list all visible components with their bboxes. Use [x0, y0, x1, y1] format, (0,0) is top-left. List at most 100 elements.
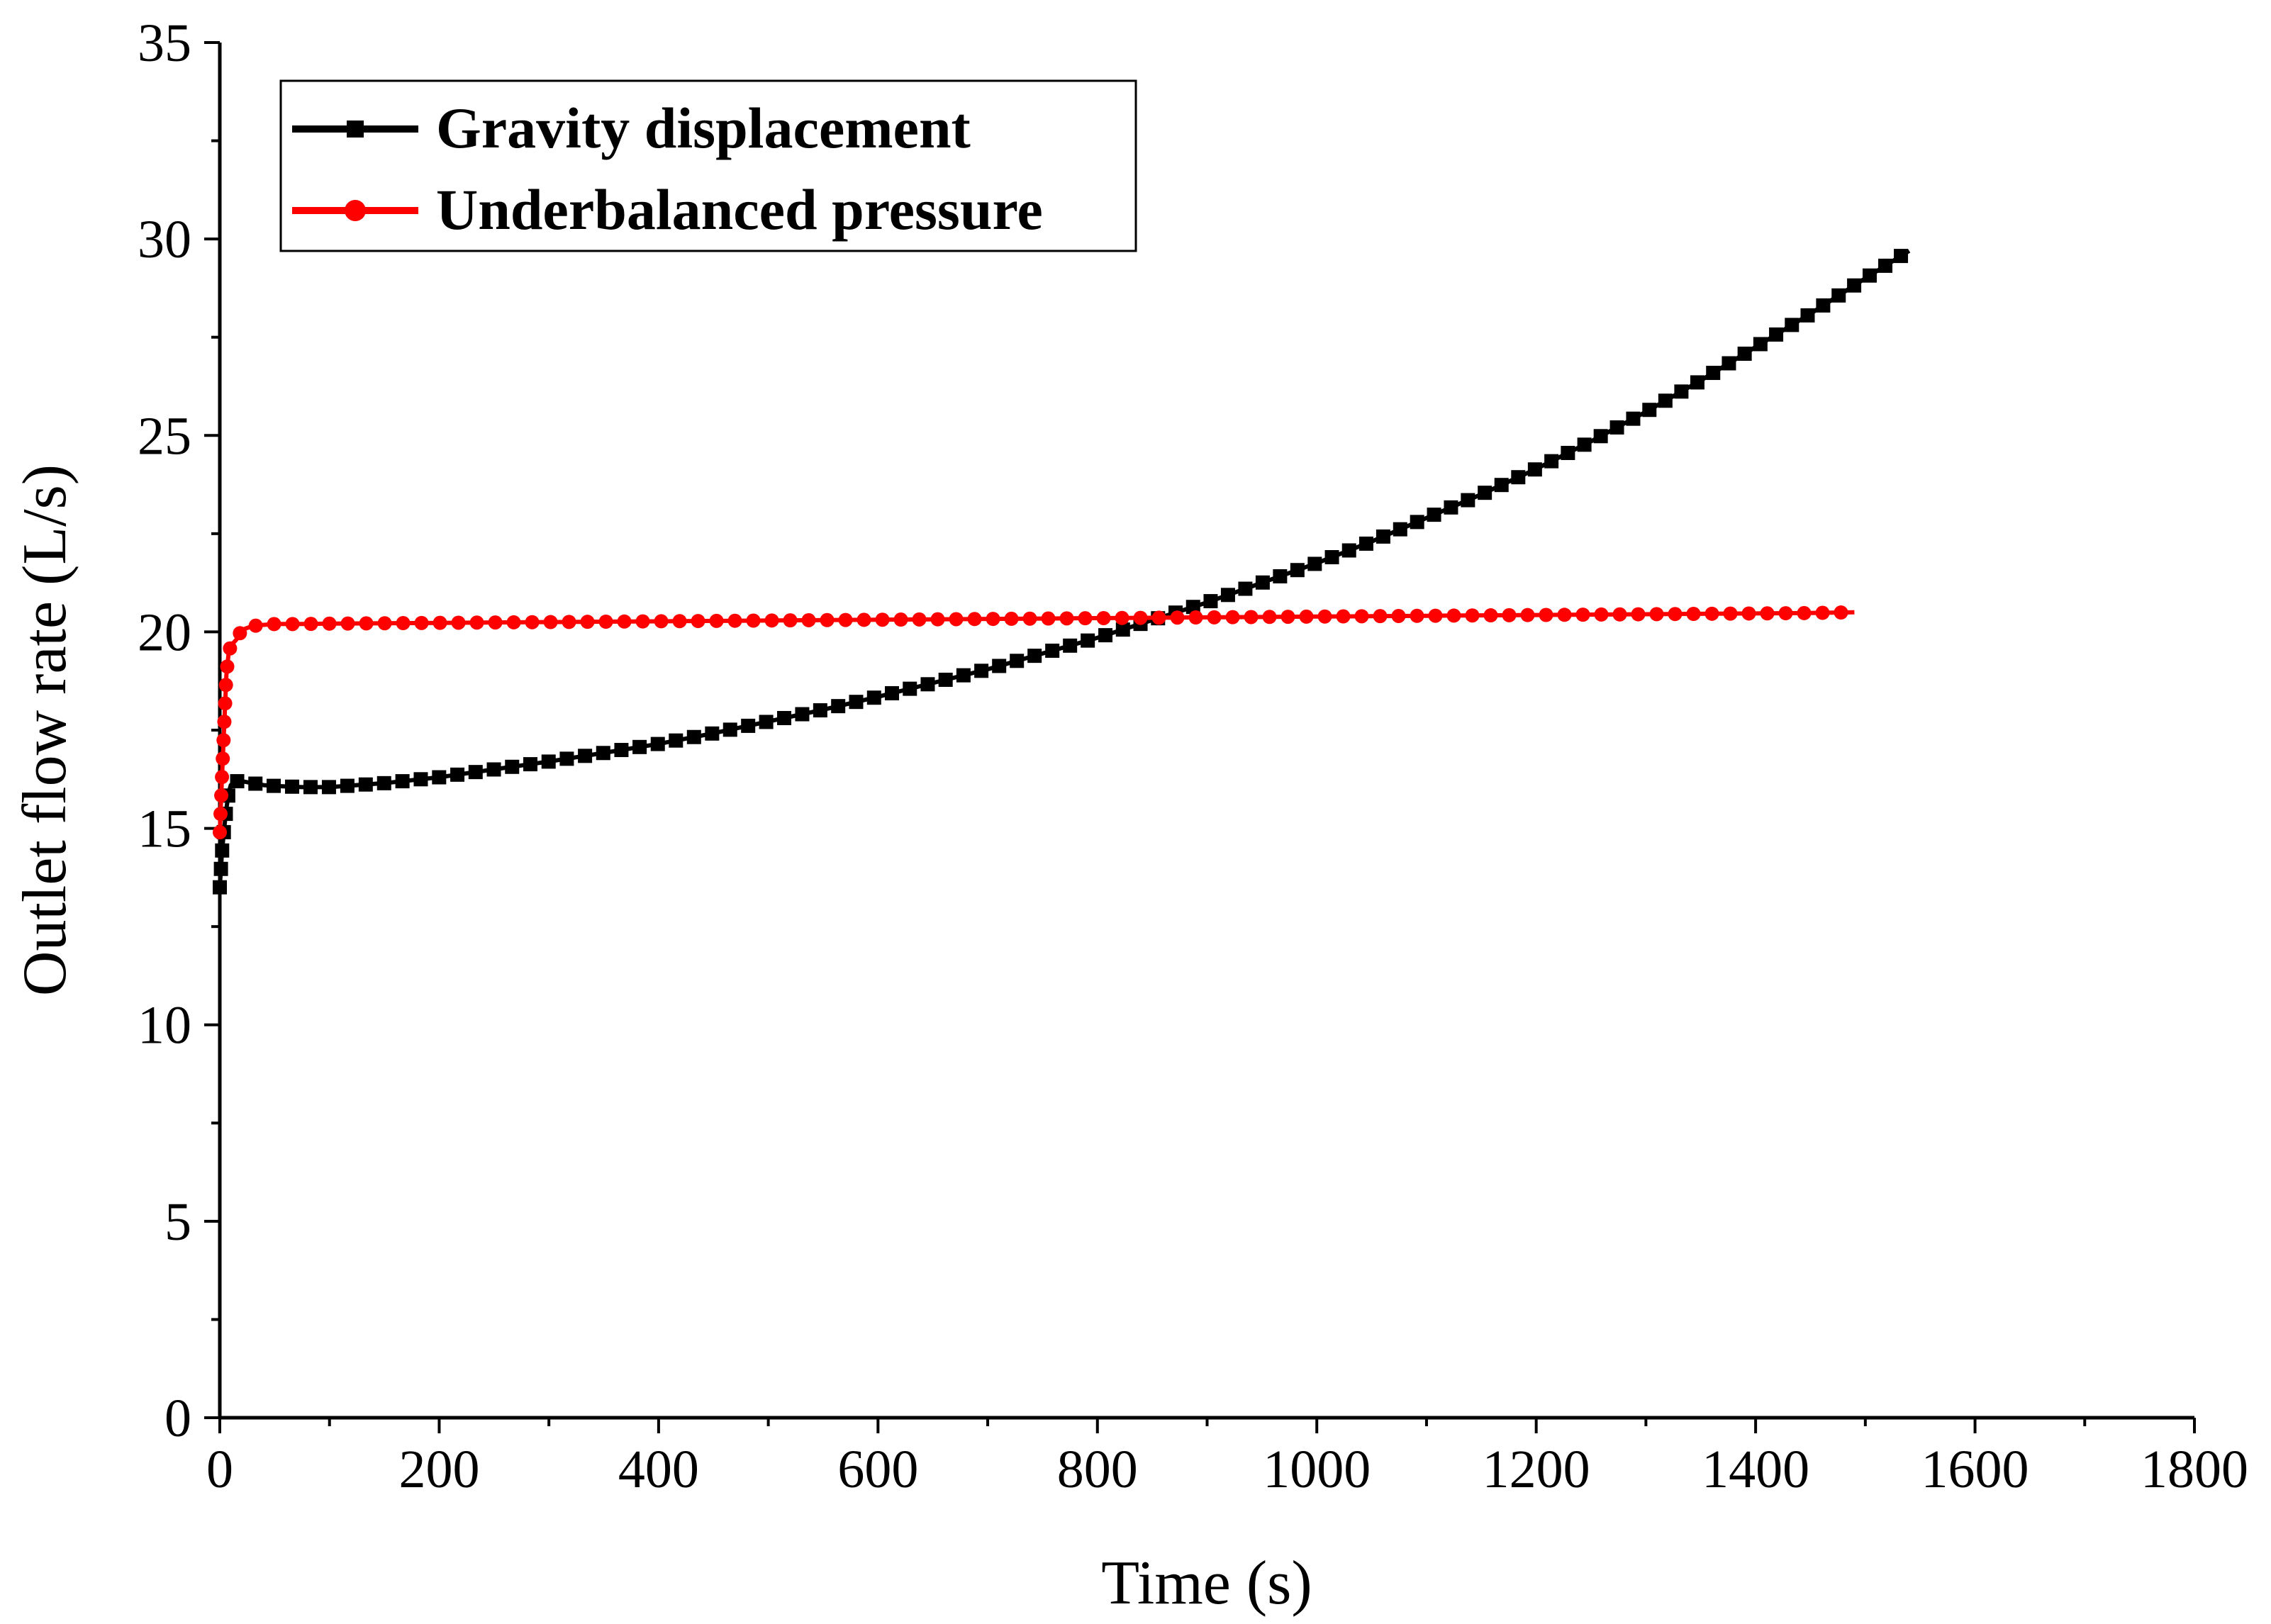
data-point	[433, 615, 447, 630]
data-point	[230, 774, 245, 789]
data-point	[866, 690, 881, 705]
data-point	[1815, 605, 1830, 620]
data-point	[1478, 486, 1492, 500]
data-point	[1816, 298, 1831, 313]
data-point	[1539, 607, 1553, 622]
data-point	[783, 613, 798, 628]
data-point	[1391, 608, 1406, 623]
data-point	[213, 880, 227, 895]
data-point	[1527, 462, 1542, 477]
x-tick-label: 1000	[1263, 1440, 1371, 1499]
y-tick-label: 5	[164, 1192, 191, 1252]
y-tick-label: 0	[164, 1389, 191, 1448]
data-point	[691, 614, 705, 629]
data-point	[746, 613, 761, 628]
data-point	[1273, 569, 1288, 584]
data-point	[284, 779, 299, 794]
data-point	[1188, 610, 1203, 625]
data-point	[303, 617, 318, 632]
data-point	[488, 615, 503, 630]
data-point	[1741, 606, 1756, 621]
data-point	[1078, 611, 1093, 626]
data-point	[450, 767, 465, 782]
legend: Gravity displacement Underbalanced press…	[279, 79, 1137, 252]
data-point	[1203, 594, 1218, 609]
data-point	[266, 778, 281, 793]
legend-box	[279, 79, 1137, 252]
data-point	[1511, 470, 1526, 485]
legend-label-underbalanced: Underbalanced pressure	[436, 177, 1043, 242]
data-point	[1255, 575, 1270, 590]
legend-marker-underbalanced	[345, 200, 366, 221]
data-point	[614, 743, 629, 758]
data-point	[216, 751, 230, 766]
data-point	[709, 613, 724, 628]
data-point	[223, 641, 238, 656]
data-point	[831, 699, 846, 714]
data-point	[215, 770, 230, 785]
data-point	[1894, 249, 1909, 264]
data-point	[1410, 608, 1424, 623]
y-ticks: 0 5 10 15 20 25 30 35	[138, 13, 220, 1448]
data-point	[1658, 393, 1673, 408]
data-point	[505, 759, 520, 774]
data-point	[215, 843, 230, 858]
data-point	[469, 615, 484, 630]
data-point	[1465, 608, 1480, 623]
data-point	[956, 668, 971, 683]
data-point	[213, 807, 228, 822]
data-point	[903, 681, 917, 696]
data-point	[650, 737, 665, 751]
data-point	[617, 614, 632, 629]
data-point	[1797, 605, 1812, 620]
data-point	[1207, 610, 1222, 625]
x-tick-label: 0	[206, 1440, 233, 1499]
data-point	[377, 616, 392, 631]
data-point	[1170, 610, 1185, 625]
y-tick-label: 35	[138, 13, 191, 73]
data-point	[654, 614, 669, 629]
data-point	[986, 612, 1000, 627]
data-point	[1800, 308, 1815, 323]
data-point	[216, 733, 231, 748]
data-point	[1446, 608, 1461, 623]
data-point	[992, 659, 1007, 673]
data-point	[1244, 610, 1259, 625]
data-point	[525, 615, 540, 629]
x-tick-label: 800	[1057, 1440, 1138, 1499]
data-point	[1280, 610, 1295, 625]
x-tick-label: 1800	[2141, 1440, 2248, 1499]
data-point	[559, 751, 574, 766]
data-point	[1575, 607, 1590, 622]
data-point	[1428, 608, 1443, 623]
data-point	[358, 777, 373, 792]
data-point	[562, 615, 576, 629]
data-point	[1831, 288, 1846, 303]
data-point	[248, 618, 263, 633]
data-point	[820, 612, 835, 627]
x-axis-title: Time (s)	[1101, 1549, 1312, 1618]
data-point	[523, 757, 538, 772]
x-tick-label: 1400	[1702, 1440, 1809, 1499]
data-point	[801, 612, 816, 627]
legend-entry-underbalanced: Underbalanced pressure	[292, 177, 1043, 242]
data-point	[596, 746, 610, 761]
data-point	[974, 663, 989, 678]
data-point	[727, 613, 742, 628]
data-point	[1324, 550, 1339, 565]
data-point	[1115, 610, 1129, 625]
data-point	[1354, 609, 1369, 624]
data-point	[220, 659, 235, 674]
data-point	[1878, 258, 1893, 273]
data-point	[1081, 633, 1095, 648]
data-point	[541, 754, 556, 769]
data-point	[1336, 609, 1351, 624]
data-point	[432, 770, 447, 785]
legend-marker-gravity	[347, 121, 364, 138]
y-tick-label: 25	[138, 406, 191, 466]
data-point	[1063, 638, 1078, 653]
data-point	[722, 722, 737, 737]
legend-label-gravity: Gravity displacement	[436, 96, 971, 160]
y-tick-label: 30	[138, 210, 191, 269]
x-tick-label: 600	[837, 1440, 918, 1499]
